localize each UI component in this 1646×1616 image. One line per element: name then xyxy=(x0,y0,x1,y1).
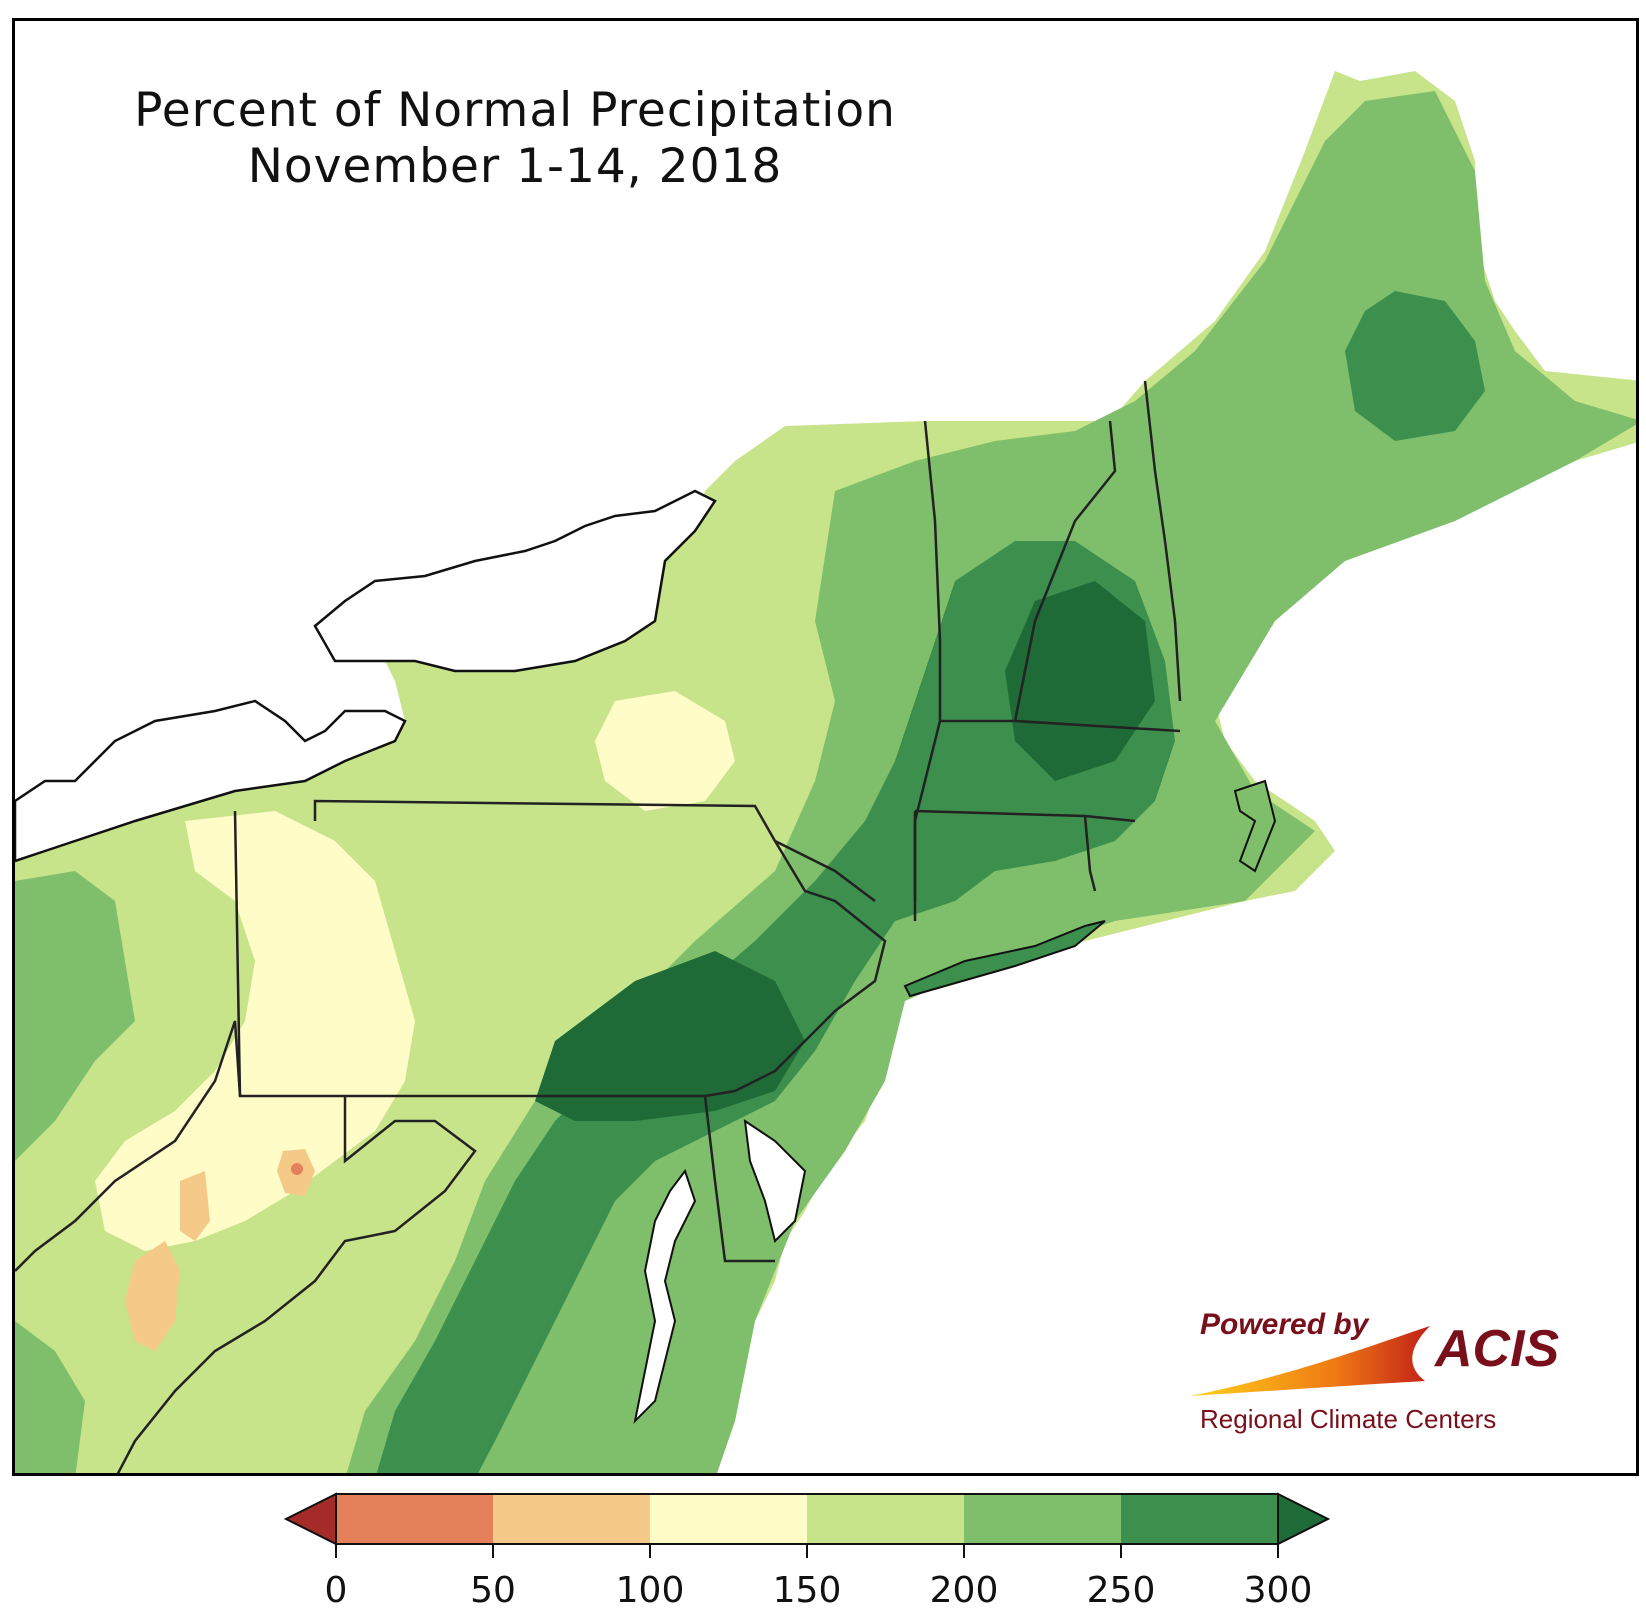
legend-swatch xyxy=(1121,1494,1278,1544)
legend-tick-label: 100 xyxy=(616,1570,685,1611)
powered-by-text: Powered by xyxy=(1200,1308,1370,1341)
ct-ri-border xyxy=(1083,815,1097,892)
legend-tick-label: 200 xyxy=(930,1570,999,1611)
zone-100-150-ny xyxy=(595,691,735,811)
legend-tick-label: 300 xyxy=(1244,1570,1313,1611)
ny-pa-border xyxy=(313,799,876,902)
long-island xyxy=(903,920,1106,998)
state-borders xyxy=(15,380,1182,1473)
legend-swatch xyxy=(807,1494,964,1544)
legend-swatch xyxy=(964,1494,1121,1544)
legend-swatch xyxy=(493,1494,650,1544)
zone-250-300-maine xyxy=(1345,291,1485,441)
zone-0-50-dot xyxy=(291,1163,303,1175)
map-title-line-2: November 1-14, 2018 xyxy=(247,139,783,194)
zone-250-300-pa-ne xyxy=(1005,581,1155,781)
zone-300-pa-se xyxy=(535,951,805,1121)
cape-cod xyxy=(1233,779,1277,873)
legend-tick-label: 150 xyxy=(773,1570,842,1611)
zone-50-100-b xyxy=(180,1171,210,1241)
legend-swatch xyxy=(650,1494,807,1544)
legend-tick-label: 250 xyxy=(1087,1570,1156,1611)
legend-swatch xyxy=(336,1494,493,1544)
nh-me-border xyxy=(1143,380,1182,702)
map-title-line-1: Percent of Normal Precipitation xyxy=(134,83,896,138)
vt-nh-border xyxy=(1013,420,1117,722)
chesapeake-bay xyxy=(633,1168,697,1425)
lake-erie xyxy=(15,699,407,863)
acis-name-text: ACIS xyxy=(1433,1320,1560,1378)
acis-subtitle-text: Regional Climate Centers xyxy=(1200,1404,1496,1434)
wv-va-border xyxy=(116,1096,477,1473)
legend-arrow-below xyxy=(283,1492,337,1546)
ma-north-border xyxy=(940,719,1181,733)
lake-ontario xyxy=(313,489,717,673)
legend-arrow-above xyxy=(1277,1492,1331,1546)
delaware-bay xyxy=(743,1118,807,1243)
atlantic-ocean xyxy=(717,442,1636,1473)
md-de-border xyxy=(703,1095,775,1263)
precipitation-map xyxy=(15,71,1636,1473)
acis-logo: Powered by ACIS Regional Climate Centers xyxy=(1190,1308,1560,1434)
zone-200-250-west xyxy=(15,871,135,1161)
wv-border xyxy=(15,1020,242,1272)
legend-group: 0 50 100 150 200 250 300 xyxy=(283,1492,1331,1611)
zone-200-250-southwest xyxy=(15,1321,85,1473)
pa-nj-border xyxy=(704,840,887,1098)
zone-50-100-a xyxy=(125,1241,180,1351)
legend-tick-label: 50 xyxy=(470,1570,516,1611)
legend-tick-label: 0 xyxy=(325,1570,348,1611)
acis-swoosh-shape xyxy=(1190,1326,1430,1396)
legend-border xyxy=(335,1493,1279,1545)
map-frame: Percent of Normal Precipitation November… xyxy=(12,18,1639,1476)
